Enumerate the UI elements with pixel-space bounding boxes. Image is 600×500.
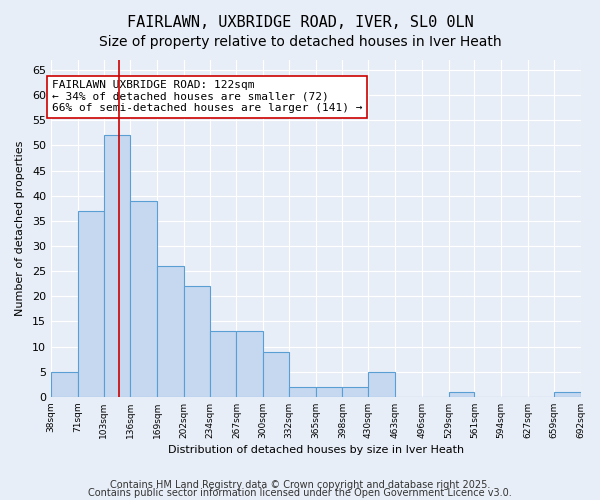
Text: FAIRLAWN, UXBRIDGE ROAD, IVER, SL0 0LN: FAIRLAWN, UXBRIDGE ROAD, IVER, SL0 0LN [127,15,473,30]
Bar [130,201,157,397]
Bar [554,392,581,397]
X-axis label: Distribution of detached houses by size in Iver Heath: Distribution of detached houses by size … [167,445,464,455]
Y-axis label: Number of detached properties: Number of detached properties [15,140,25,316]
Bar [209,332,236,397]
Text: Size of property relative to detached houses in Iver Heath: Size of property relative to detached ho… [98,35,502,49]
Text: FAIRLAWN UXBRIDGE ROAD: 122sqm
← 34% of detached houses are smaller (72)
66% of : FAIRLAWN UXBRIDGE ROAD: 122sqm ← 34% of … [52,80,362,114]
Bar [316,387,343,397]
Bar [263,352,289,397]
Bar [449,392,475,397]
Bar [77,211,104,397]
Bar [104,136,130,397]
Text: Contains public sector information licensed under the Open Government Licence v3: Contains public sector information licen… [88,488,512,498]
Bar [51,372,77,397]
Bar [289,387,316,397]
Bar [236,332,263,397]
Bar [368,372,395,397]
Bar [184,286,209,397]
Bar [157,266,184,397]
Bar [343,387,368,397]
Text: Contains HM Land Registry data © Crown copyright and database right 2025.: Contains HM Land Registry data © Crown c… [110,480,490,490]
